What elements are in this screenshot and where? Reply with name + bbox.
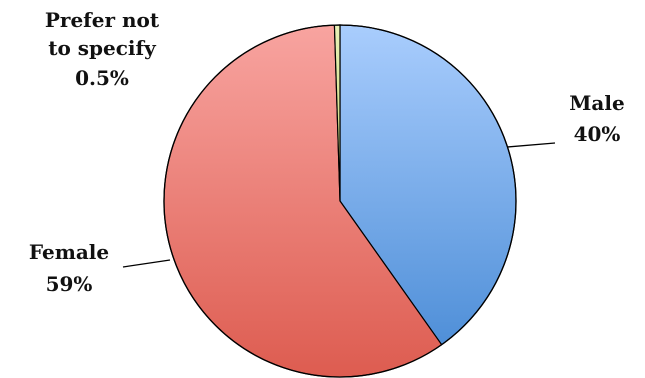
data-label-female: Female 59% <box>29 240 109 296</box>
category-label-prefer-not-to-specify-0: Prefer not <box>45 8 160 32</box>
value-label-prefer-not-to-specify: 0.5% <box>75 66 129 90</box>
leader-line-male <box>506 142 556 148</box>
data-label-prefer-not-to-specify: Prefer not to specify 0.5% <box>45 8 160 90</box>
slices-layer <box>163 24 517 378</box>
value-label-female: 59% <box>46 272 93 296</box>
pie-outline <box>163 24 517 378</box>
data-label-male: Male 40% <box>569 91 624 146</box>
category-label-prefer-not-to-specify-1: to specify <box>48 36 157 60</box>
value-label-male: 40% <box>574 122 621 146</box>
labels-layer: Male 40% Female 59% Prefer not to specify 0.5% <box>29 8 625 296</box>
category-label-female-0: Female <box>29 240 109 264</box>
leader-line-female <box>122 259 171 268</box>
category-label-male-0: Male <box>569 91 624 115</box>
leader-lines-layer <box>122 142 556 268</box>
